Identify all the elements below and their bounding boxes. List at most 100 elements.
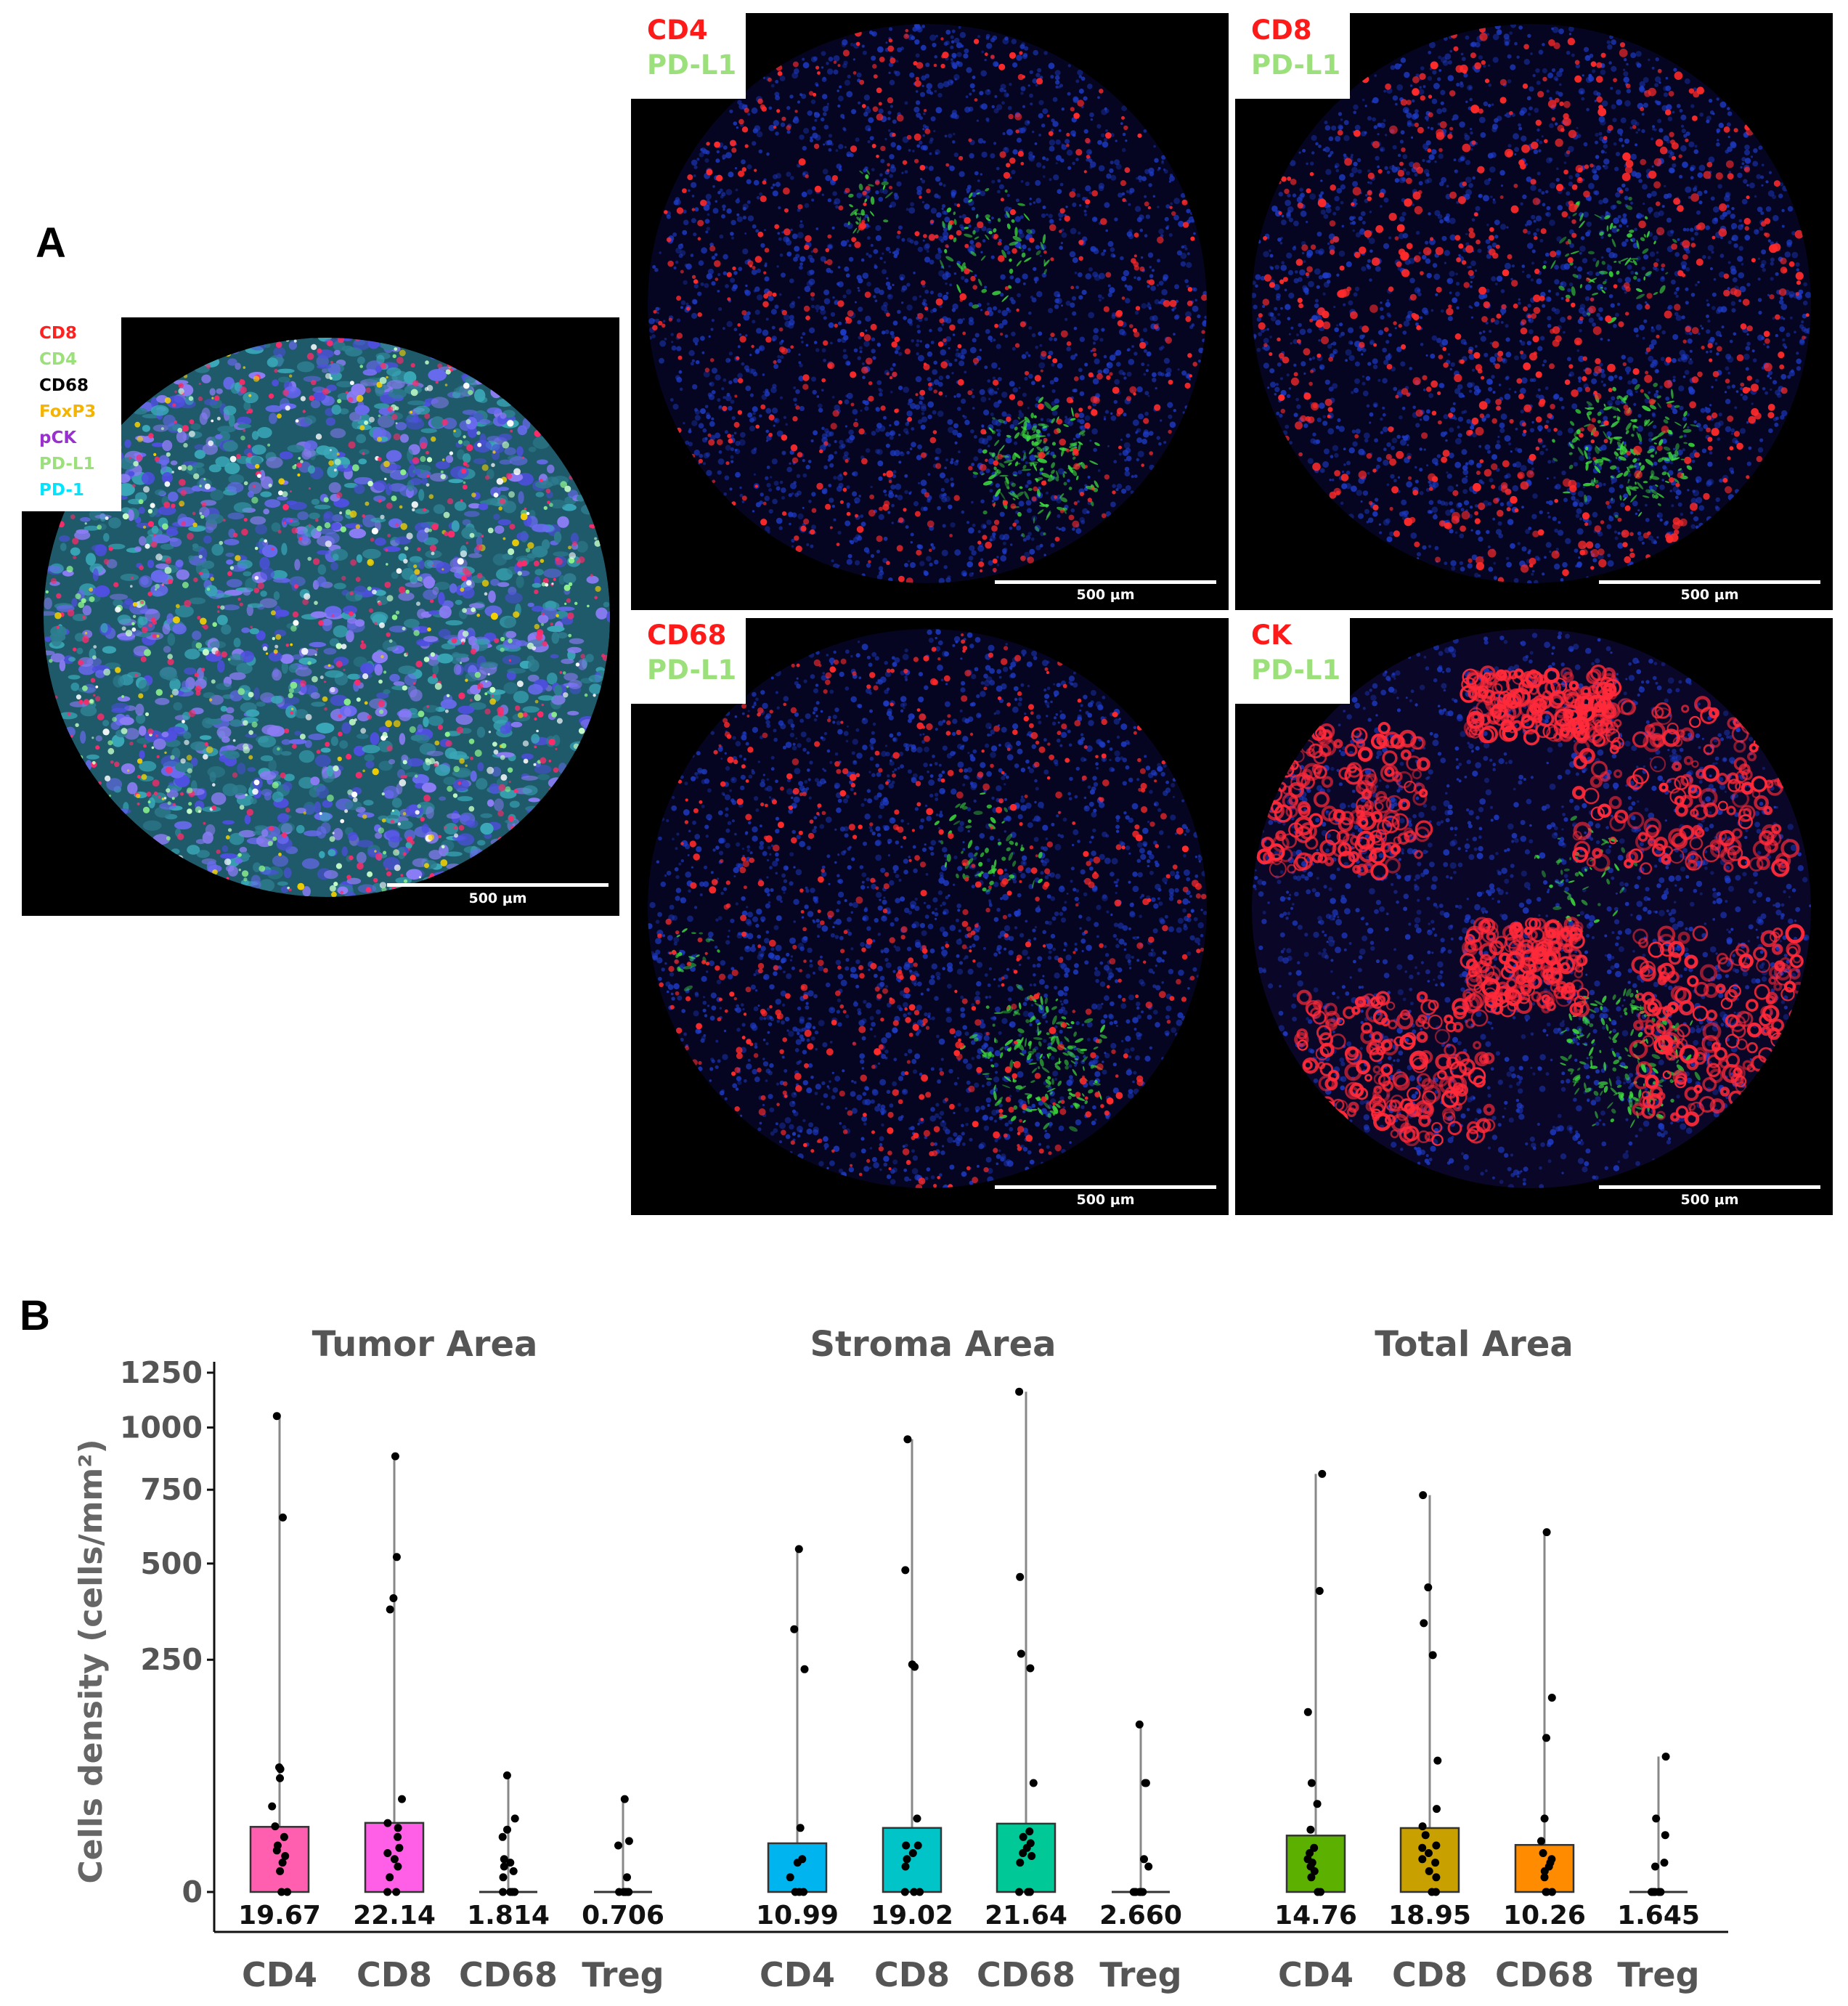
value-label: 22.14 — [353, 1901, 436, 1930]
data-point — [1655, 1888, 1664, 1896]
data-point — [1540, 1814, 1549, 1823]
category-label: CD4 — [760, 1955, 835, 1994]
data-point — [1425, 1849, 1433, 1857]
value-label: 14.76 — [1274, 1901, 1357, 1930]
data-point — [1420, 1619, 1428, 1628]
data-point — [620, 1795, 629, 1803]
y-tick-label: 250 — [140, 1642, 203, 1677]
data-point — [902, 1841, 911, 1850]
category-label: CD4 — [1278, 1955, 1354, 1994]
data-point — [1313, 1800, 1322, 1808]
data-point — [1306, 1825, 1315, 1834]
category-label: CD68 — [977, 1955, 1075, 1994]
data-point — [1307, 1873, 1316, 1882]
data-point — [1661, 1831, 1669, 1840]
data-point — [506, 1859, 515, 1867]
legend-item: FoxP3 — [39, 402, 97, 421]
data-point — [276, 1867, 285, 1875]
data-point — [903, 1435, 912, 1444]
data-point — [1315, 1587, 1324, 1595]
legend-item: CD8 — [39, 324, 77, 343]
data-point — [395, 1843, 404, 1852]
data-point — [798, 1855, 807, 1864]
data-point — [900, 1888, 909, 1896]
marker-label: CD4 — [647, 15, 708, 46]
data-point — [268, 1802, 277, 1811]
bar — [1399, 1827, 1460, 1893]
tile-ck-pdl1: CK PD-L1 500 μm — [1235, 618, 1833, 1215]
group-title: Tumor Area — [312, 1324, 538, 1365]
overview-scale-bar — [387, 883, 608, 887]
data-point — [499, 1873, 508, 1882]
data-point — [1015, 1387, 1024, 1396]
data-point — [389, 1594, 398, 1602]
data-point — [1129, 1888, 1138, 1896]
value-label: 19.67 — [238, 1901, 321, 1930]
value-label: 10.26 — [1503, 1901, 1586, 1930]
data-point — [1661, 1753, 1670, 1761]
data-point — [1424, 1583, 1433, 1592]
value-label: 18.95 — [1388, 1901, 1471, 1930]
tissue-core-cd8 — [1252, 24, 1811, 583]
data-point — [1537, 1837, 1545, 1845]
data-point — [510, 1814, 519, 1823]
data-point — [800, 1665, 809, 1673]
overview-multiplex-image: CD8 CD4 CD68 FoxP3 pCK PD-L1 PD-1 500 μm — [22, 317, 619, 916]
y-tick-label: 1250 — [120, 1355, 203, 1390]
scale-bar-label: 500 μm — [1076, 587, 1135, 603]
data-point — [1419, 1491, 1428, 1500]
data-point — [903, 1855, 911, 1864]
data-point — [1015, 1888, 1024, 1896]
data-point — [1316, 1888, 1324, 1896]
data-point — [1303, 1707, 1312, 1716]
data-point — [383, 1849, 392, 1857]
data-point — [910, 1888, 919, 1896]
co-marker-label: PD-L1 — [647, 654, 737, 686]
data-point — [786, 1873, 794, 1882]
data-point — [1026, 1839, 1035, 1848]
data-point — [1016, 1572, 1025, 1581]
data-point — [1547, 1855, 1556, 1864]
y-axis: 0 250 500 750 1000 1250 — [120, 1355, 216, 1932]
data-point — [1660, 1859, 1669, 1867]
marker-label: CD68 — [647, 620, 727, 651]
data-point — [277, 1888, 286, 1896]
data-point — [272, 1412, 281, 1421]
data-point — [1542, 1734, 1550, 1742]
legend-item: PD-1 — [39, 481, 84, 500]
data-point — [908, 1660, 916, 1669]
bar — [882, 1827, 943, 1893]
co-marker-label: PD-L1 — [647, 49, 737, 81]
tile-label-cd68: CD68 PD-L1 — [631, 618, 746, 704]
category-label: CD8 — [874, 1955, 950, 1994]
value-label: 2.660 — [1099, 1901, 1182, 1930]
data-point — [1548, 1888, 1556, 1896]
data-point — [624, 1837, 633, 1845]
data-point — [1017, 1649, 1025, 1658]
tile-cd4-pdl1: CD4 PD-L1 500 μm — [631, 13, 1229, 610]
data-point — [799, 1888, 808, 1896]
scale-bar-label: 500 μm — [1076, 1192, 1135, 1208]
data-point — [1306, 1849, 1314, 1857]
data-point — [1433, 1756, 1442, 1765]
overview-scale-bar-label: 500 μm — [468, 890, 527, 906]
value-label: 1.645 — [1617, 1901, 1700, 1930]
data-point — [1431, 1859, 1440, 1867]
data-point — [502, 1771, 511, 1779]
scale-bar — [1599, 580, 1820, 584]
data-point — [916, 1888, 924, 1896]
scale-bar — [1599, 1185, 1820, 1189]
data-point — [1025, 1827, 1034, 1836]
data-point — [383, 1819, 392, 1827]
y-tick-label: 1000 — [120, 1410, 203, 1445]
data-point — [1542, 1528, 1551, 1537]
data-point — [908, 1849, 917, 1857]
data-point — [390, 1855, 399, 1864]
panel-b-label: B — [20, 1292, 50, 1339]
data-point — [790, 1625, 799, 1633]
data-point — [1649, 1888, 1658, 1896]
tile-label-ck: CK PD-L1 — [1235, 618, 1350, 704]
data-point — [1135, 1720, 1144, 1729]
data-point — [281, 1852, 290, 1860]
data-point — [1432, 1873, 1441, 1882]
